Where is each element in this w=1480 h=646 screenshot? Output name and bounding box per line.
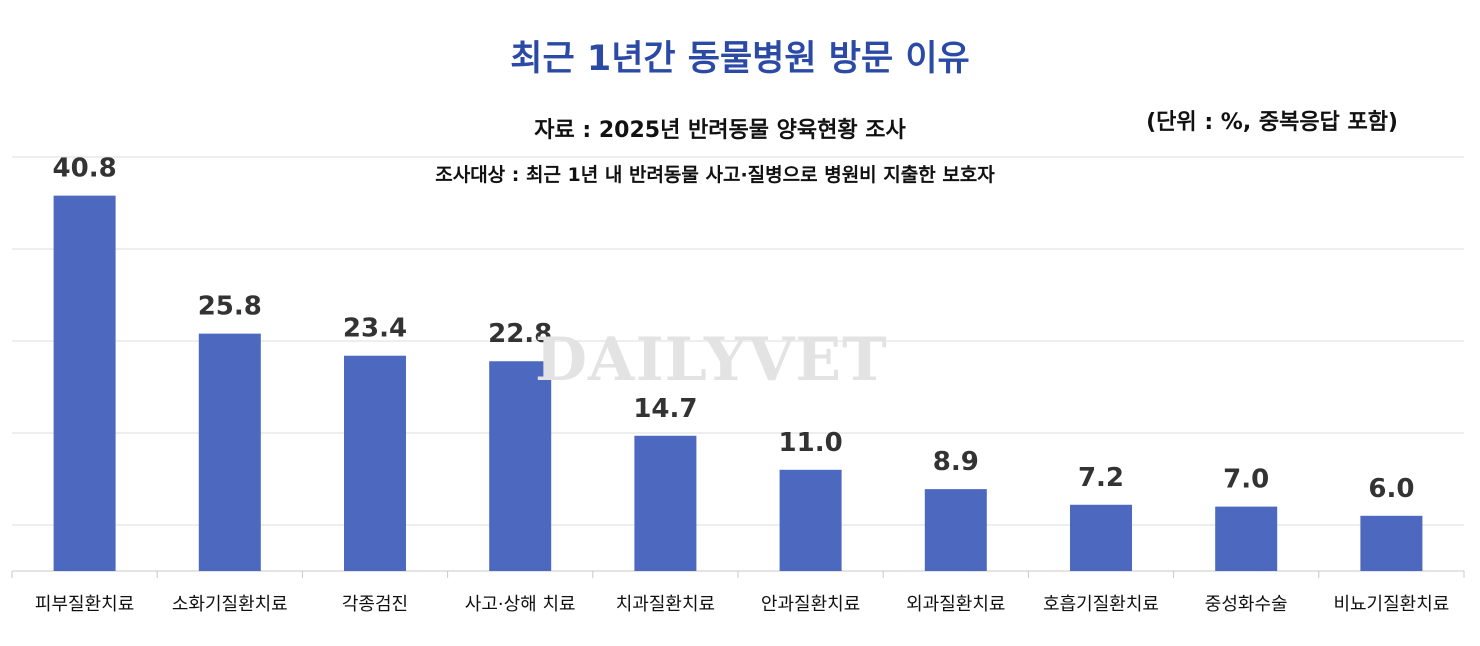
data-label: 25.8 <box>198 292 262 322</box>
data-label: 8.9 <box>933 447 979 477</box>
source-note: 자료 : 2025년 반려동물 양육현황 조사 <box>534 118 906 143</box>
category-label: 안과질환치료 <box>761 594 860 615</box>
category-label: 호흡기질환치료 <box>1043 594 1159 615</box>
data-label: 22.8 <box>488 319 552 349</box>
bar <box>1070 504 1132 571</box>
data-label: 14.7 <box>633 394 697 424</box>
survey-subject-note: 조사대상 : 최근 1년 내 반려동물 사고·질병으로 병원비 지출한 보호자 <box>435 164 995 186</box>
category-label: 각종검진 <box>342 594 408 615</box>
category-label: 외과질환치료 <box>906 594 1005 615</box>
bar <box>779 469 842 571</box>
category-label: 피부질환치료 <box>35 594 134 615</box>
category-label: 중성화수술 <box>1205 594 1288 615</box>
data-label: 7.2 <box>1078 463 1124 493</box>
bar <box>634 435 697 571</box>
data-label: 7.0 <box>1223 465 1269 495</box>
unit-note: (단위 : %, 중복응답 포함) <box>1146 110 1398 135</box>
bar <box>1215 506 1278 571</box>
data-label: 11.0 <box>779 428 843 458</box>
bars <box>53 195 1423 571</box>
bar <box>1360 515 1423 571</box>
bar <box>198 333 261 571</box>
bar <box>489 361 552 571</box>
data-label: 40.8 <box>53 154 117 184</box>
data-label: 23.4 <box>343 314 407 344</box>
category-label: 사고·상해 치료 <box>465 594 576 615</box>
category-label: 치과질환치료 <box>616 594 715 615</box>
chart-title: 최근 1년간 동물병원 방문 이유 <box>510 39 970 79</box>
bar <box>924 489 987 571</box>
data-label: 6.0 <box>1368 474 1414 504</box>
data-labels: 40.8 25.8 23.4 22.8 14.7 11.0 8.9 7.2 7.0 6.0 <box>53 154 1415 504</box>
watermark-logo: DAILYVET <box>535 325 888 395</box>
bar <box>53 195 116 571</box>
category-label: 소화기질환치료 <box>172 594 288 615</box>
category-label: 비뇨기질환치료 <box>1333 594 1449 615</box>
bar <box>344 355 406 571</box>
category-labels: 피부질환치료 소화기질환치료 각종검진 사고·상해 치료 치과질환치료 안과질환치료 외과질… <box>35 594 1449 615</box>
